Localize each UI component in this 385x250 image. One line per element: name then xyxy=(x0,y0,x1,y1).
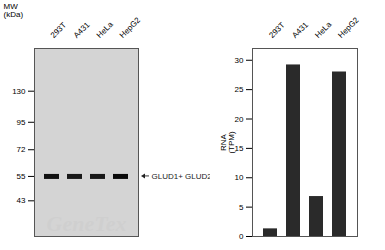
svg-text:HepG2: HepG2 xyxy=(336,15,361,40)
svg-text:43: 43 xyxy=(17,196,26,205)
svg-text:5: 5 xyxy=(239,203,244,212)
svg-text:10: 10 xyxy=(235,173,244,182)
svg-text:72: 72 xyxy=(17,145,26,154)
svg-text:0: 0 xyxy=(239,232,244,241)
svg-text:MW(kDa): MW(kDa) xyxy=(4,2,24,19)
svg-text:25: 25 xyxy=(235,85,244,94)
svg-text:293T: 293T xyxy=(267,21,286,40)
svg-text:A431: A431 xyxy=(290,20,310,40)
svg-text:GLUD1+ GLUD2: GLUD1+ GLUD2 xyxy=(152,172,211,181)
svg-text:30: 30 xyxy=(235,56,244,65)
svg-text:15: 15 xyxy=(234,143,244,153)
svg-text:20: 20 xyxy=(235,115,244,124)
svg-text:HepG2: HepG2 xyxy=(118,15,143,40)
svg-text:HeLa: HeLa xyxy=(95,20,115,40)
svg-text:A431: A431 xyxy=(72,20,92,40)
svg-text:HeLa: HeLa xyxy=(313,20,333,40)
svg-text:GeneTex: GeneTex xyxy=(47,211,127,236)
svg-text:55: 55 xyxy=(17,172,26,181)
svg-text:95: 95 xyxy=(17,118,26,127)
svg-text:293T: 293T xyxy=(49,21,68,40)
svg-text:RNA(TPM): RNA(TPM) xyxy=(219,131,236,154)
svg-text:130: 130 xyxy=(12,87,26,96)
